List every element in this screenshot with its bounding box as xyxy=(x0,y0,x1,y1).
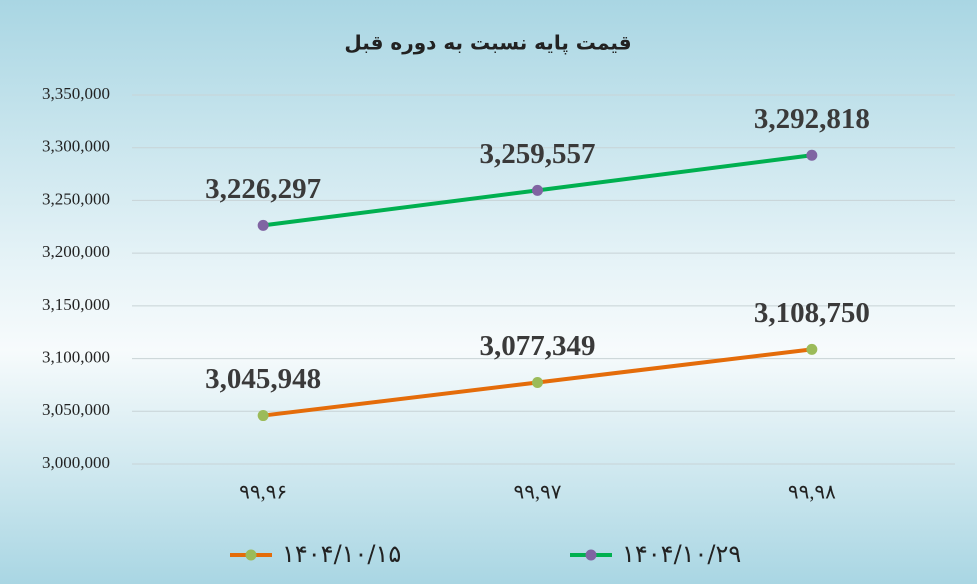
legend-label: ۱۴۰۴/۱۰/۱۵ xyxy=(282,540,401,568)
value-label: 3,108,750 xyxy=(754,297,870,329)
y-tick-label: 3,000,000 xyxy=(42,453,110,472)
x-tick-label: ۹۹,۹۸ xyxy=(788,482,836,504)
x-tick-label: ۹۹,۹۶ xyxy=(239,482,287,504)
y-tick-label: 3,050,000 xyxy=(42,400,110,419)
legend-marker xyxy=(585,549,597,561)
legend-label: ۱۴۰۴/۱۰/۲۹ xyxy=(622,540,741,568)
value-label: 3,045,948 xyxy=(205,363,321,395)
chart-title: قیمت پایه نسبت به دوره قبل xyxy=(344,31,631,56)
legend-marker xyxy=(245,549,257,561)
point xyxy=(806,149,818,161)
point xyxy=(532,376,543,388)
value-label: 3,292,818 xyxy=(754,103,870,135)
y-tick-label: 3,200,000 xyxy=(42,242,110,261)
point xyxy=(257,219,269,231)
x-tick-label: ۹۹,۹۷ xyxy=(514,482,562,504)
y-tick-label: 3,150,000 xyxy=(42,295,110,314)
point xyxy=(257,410,269,422)
point xyxy=(806,343,818,355)
value-label: 3,259,557 xyxy=(480,138,596,170)
value-label: 3,226,297 xyxy=(205,173,321,205)
y-tick-label: 3,250,000 xyxy=(42,189,110,208)
y-tick-label: 3,350,000 xyxy=(42,84,110,103)
y-tick-label: 3,300,000 xyxy=(42,137,110,156)
y-tick-label: 3,100,000 xyxy=(42,347,110,366)
value-label: 3,077,349 xyxy=(480,330,596,362)
point xyxy=(532,184,543,196)
